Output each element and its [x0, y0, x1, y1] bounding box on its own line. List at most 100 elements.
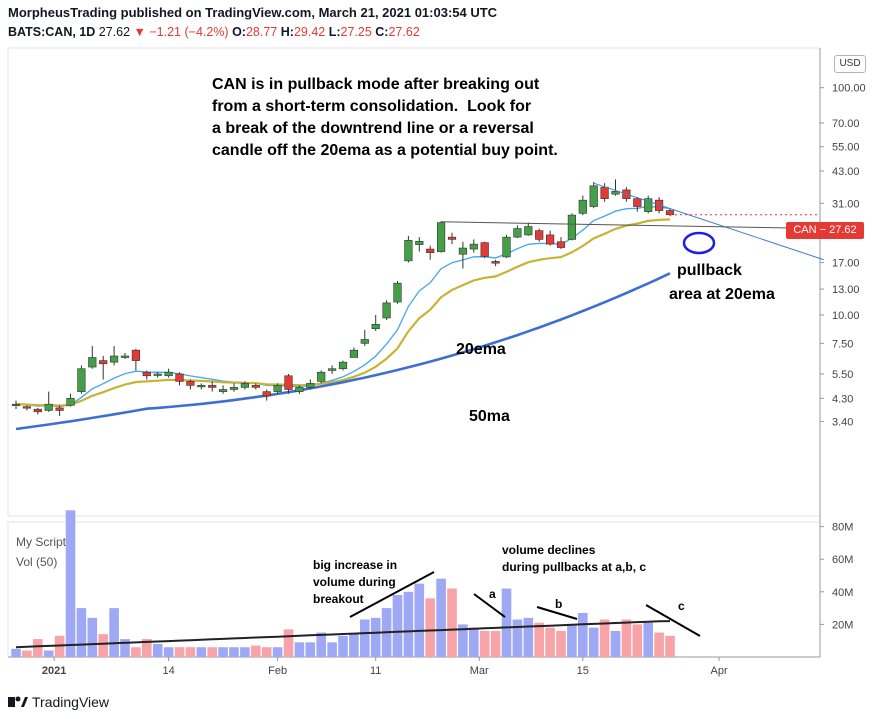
candle-up — [644, 198, 653, 212]
volume-bar — [469, 627, 479, 657]
candle-up — [436, 222, 446, 252]
candle-up — [404, 240, 413, 262]
price-tick-label: 31.00 — [832, 198, 860, 210]
last-price-tag: CAN − 27.62 — [786, 222, 864, 239]
volume-bar — [163, 647, 174, 657]
volume-indicator-name: Vol (50) — [16, 555, 58, 569]
volume-bar — [534, 622, 544, 657]
volume-bar — [272, 647, 283, 657]
low-value: 27.25 — [340, 25, 372, 39]
volume-bar — [87, 617, 98, 657]
symbol-header: BATS:CAN, 1D 27.62 ▼ −1.21 (−4.2%) O:28.… — [8, 25, 420, 39]
pullback-circle — [682, 231, 716, 255]
candle-down — [251, 385, 260, 388]
symbol-name[interactable]: BATS:CAN, 1D — [8, 25, 96, 39]
volume-bar — [479, 630, 490, 657]
volume-bar — [174, 647, 185, 657]
candle-down — [556, 241, 566, 248]
candle-up — [273, 385, 282, 392]
low-label: L: — [328, 25, 341, 39]
time-tick-label: 15 — [577, 665, 589, 677]
volume-bar — [11, 648, 21, 657]
volume-bar — [447, 588, 457, 657]
candle-down — [131, 349, 141, 361]
candle-up — [11, 403, 21, 406]
candle-up — [349, 349, 359, 358]
volume-average-line — [15, 620, 671, 649]
candle-down — [99, 360, 108, 365]
candle-up — [458, 247, 468, 255]
tradingview-logo[interactable]: TradingView — [8, 694, 109, 710]
volume-bar — [152, 643, 163, 657]
volume-decline-note: volume declines during pullbacks at a,b,… — [502, 543, 647, 574]
volume-bar — [120, 639, 130, 657]
candle-down — [491, 261, 500, 264]
candle-up — [371, 323, 380, 330]
candle-up — [110, 355, 119, 363]
pullback-label: pullback — [677, 262, 742, 279]
candle-up — [338, 361, 348, 370]
candle-up — [240, 383, 250, 388]
volume-bar — [338, 635, 348, 657]
volume-tick-label: 60M — [832, 554, 853, 566]
author-name: MorpheusTrading published on TradingView… — [8, 5, 498, 20]
candle-up — [120, 355, 130, 358]
candle-down — [55, 407, 64, 411]
volume-bar — [305, 642, 316, 657]
volume-bar — [512, 619, 523, 657]
breakout-volume-note: big increase in volume during breakout — [313, 558, 398, 606]
volume-bar — [654, 632, 664, 657]
volume-bar — [316, 632, 326, 657]
volume-bar — [556, 630, 566, 657]
volume-bar — [392, 595, 403, 657]
candle-down — [186, 381, 195, 386]
volume-tick-label: 40M — [832, 587, 853, 599]
volume-bar — [283, 629, 294, 657]
price-tick-label: 10.00 — [832, 310, 860, 322]
candle-down — [600, 186, 609, 199]
volume-bar — [22, 650, 32, 657]
volume-bar — [621, 619, 632, 657]
candle-up — [44, 403, 53, 411]
candle-up — [306, 383, 315, 388]
candle-up — [578, 199, 587, 214]
volume-bar — [131, 647, 141, 657]
time-tick-label: Apr — [710, 665, 727, 677]
candle-up — [415, 240, 424, 245]
price-tick-label: 7.50 — [832, 338, 853, 350]
close-label: C: — [375, 25, 389, 39]
time-tick-label: Feb — [268, 665, 287, 677]
volume-bar — [425, 598, 435, 657]
volume-bars — [11, 510, 675, 657]
candle-down — [447, 236, 457, 240]
price-tick-label: 55.00 — [832, 142, 860, 154]
ma50-label: 50ma — [469, 408, 510, 425]
pullback-c-line — [645, 604, 701, 637]
volume-bar — [142, 639, 152, 657]
candle-down — [480, 242, 489, 257]
resistance-line — [441, 221, 824, 230]
candle-up — [589, 185, 598, 207]
publish-header: MorpheusTrading published on TradingView… — [8, 5, 497, 20]
candle-down — [142, 371, 151, 377]
volume-bar — [207, 647, 217, 657]
candle-down — [262, 391, 271, 397]
candle-down — [208, 385, 217, 388]
pullback-a-line — [473, 593, 506, 618]
candles — [11, 179, 675, 416]
volume-bar — [65, 510, 76, 657]
price-change: ▼ −1.21 (−4.2%) — [133, 25, 229, 39]
candle-up — [502, 236, 511, 258]
open-value: 28.77 — [245, 25, 278, 39]
candle-down — [22, 406, 32, 409]
candle-up — [66, 397, 75, 406]
pullback-c-label: c — [678, 599, 685, 613]
price-tick-label: 100.00 — [832, 83, 866, 95]
breakout-volume-line — [349, 571, 435, 618]
candle-up — [88, 357, 97, 368]
candle-up — [469, 243, 478, 250]
currency-button[interactable]: USD — [834, 55, 866, 73]
candle-down — [535, 230, 544, 240]
candle-down — [665, 210, 675, 216]
candle-up — [317, 371, 326, 382]
